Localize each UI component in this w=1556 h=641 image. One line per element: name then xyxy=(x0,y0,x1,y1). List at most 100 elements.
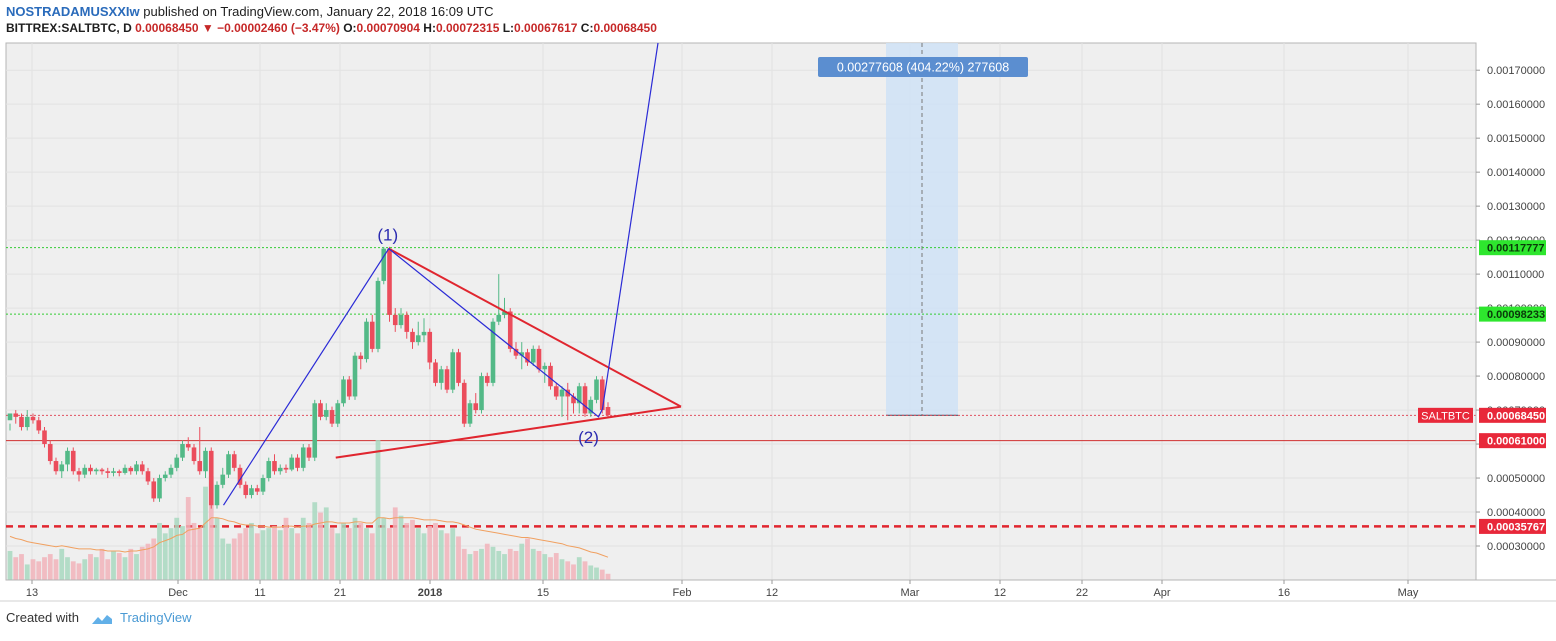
volume-bar xyxy=(249,522,254,580)
candle xyxy=(42,427,47,448)
tradingview-brand-link[interactable]: TradingView xyxy=(120,610,192,625)
candle xyxy=(93,467,99,475)
candle xyxy=(203,447,208,479)
price-tag-value: 0.00098233 xyxy=(1487,309,1545,321)
candle xyxy=(387,246,392,322)
volume-bar xyxy=(36,561,42,580)
candle-body xyxy=(162,474,168,479)
candle-body xyxy=(605,407,611,416)
candle xyxy=(197,427,203,475)
volume-bar xyxy=(208,476,214,580)
volume-moving-average xyxy=(9,517,609,558)
candle-body xyxy=(456,352,461,383)
price-tag-box xyxy=(1479,306,1546,322)
candle-body xyxy=(404,314,410,332)
volume-bar xyxy=(410,519,415,580)
candle xyxy=(427,328,433,370)
volume-bar xyxy=(318,512,323,580)
volume-bar xyxy=(59,548,65,580)
volume-bar xyxy=(19,554,24,580)
candle xyxy=(404,311,410,339)
candle-body xyxy=(128,467,134,472)
price-tag-box xyxy=(1479,407,1546,423)
volume-bar xyxy=(191,522,197,580)
candle xyxy=(47,440,53,465)
candle xyxy=(151,478,157,502)
wave-label-1: (1) xyxy=(377,226,398,245)
candle xyxy=(254,484,260,496)
volume-bar xyxy=(272,526,277,580)
candle-body xyxy=(116,471,122,473)
candle xyxy=(467,399,473,428)
candle xyxy=(134,461,139,475)
volume-bar xyxy=(381,517,387,580)
candle xyxy=(369,314,375,353)
volume-bar xyxy=(174,517,180,580)
close-value: 0.00068450 xyxy=(593,21,657,35)
volume-bar xyxy=(502,554,507,580)
candle xyxy=(323,403,329,421)
candle xyxy=(582,382,588,417)
volume-bar xyxy=(70,561,76,580)
candle xyxy=(185,437,191,451)
volume-bar xyxy=(151,538,157,580)
candle xyxy=(542,362,548,383)
candle xyxy=(283,464,289,473)
candle-body xyxy=(197,461,203,472)
volume-bar xyxy=(496,550,502,580)
candle-body xyxy=(410,331,415,343)
candle-body xyxy=(594,379,599,400)
candle-body xyxy=(312,403,318,458)
candle xyxy=(496,274,502,326)
time-axis-tick-label: 22 xyxy=(1076,587,1088,599)
candle-body xyxy=(145,471,151,482)
candle xyxy=(346,376,352,400)
candle-body xyxy=(36,420,42,431)
volume-bar xyxy=(76,563,82,580)
volume-bar xyxy=(542,554,548,580)
candle-body xyxy=(24,416,30,428)
volume-bar xyxy=(99,548,105,580)
candle-body xyxy=(260,478,266,492)
time-axis-tick-label: 11 xyxy=(254,587,265,599)
candle-body xyxy=(559,389,565,397)
volume-bar xyxy=(461,548,467,580)
candle-body xyxy=(341,379,346,404)
price-tag: 0.00035767 xyxy=(1479,518,1546,534)
candle-body xyxy=(375,280,381,349)
candle xyxy=(536,345,542,373)
candle-body xyxy=(599,379,605,411)
volume-bar xyxy=(335,533,341,580)
volume-bar xyxy=(565,561,571,580)
candle-body xyxy=(105,471,111,473)
volume-bar xyxy=(536,550,542,580)
candle-body xyxy=(283,467,289,470)
candle xyxy=(295,454,300,472)
candle-body xyxy=(484,376,490,383)
price-change: −0.00002460 (−3.47%) xyxy=(217,21,340,35)
candle-body xyxy=(306,447,312,458)
candle xyxy=(36,416,42,434)
candle-body xyxy=(180,444,185,458)
price-axis-tick-label: 0.00170000 xyxy=(1487,65,1545,77)
candle xyxy=(450,348,456,394)
author-name[interactable]: NOSTRADAMUSXXIw xyxy=(6,4,140,19)
candle xyxy=(220,467,226,489)
price-tag: 0.00098233 xyxy=(1479,306,1546,322)
candle xyxy=(456,348,461,387)
high-value: 0.00072315 xyxy=(435,21,500,35)
candle xyxy=(289,454,295,472)
candle xyxy=(300,444,306,472)
candle xyxy=(375,277,381,353)
candle-body xyxy=(513,348,519,356)
candle-body xyxy=(237,467,243,485)
volume-bar xyxy=(525,538,530,580)
candle-body xyxy=(82,467,88,475)
price-axis-tick-label: 0.00130000 xyxy=(1487,201,1545,213)
candle-body xyxy=(398,314,404,326)
candle-body xyxy=(588,399,594,414)
candle-body xyxy=(358,355,364,360)
candle xyxy=(341,376,346,407)
